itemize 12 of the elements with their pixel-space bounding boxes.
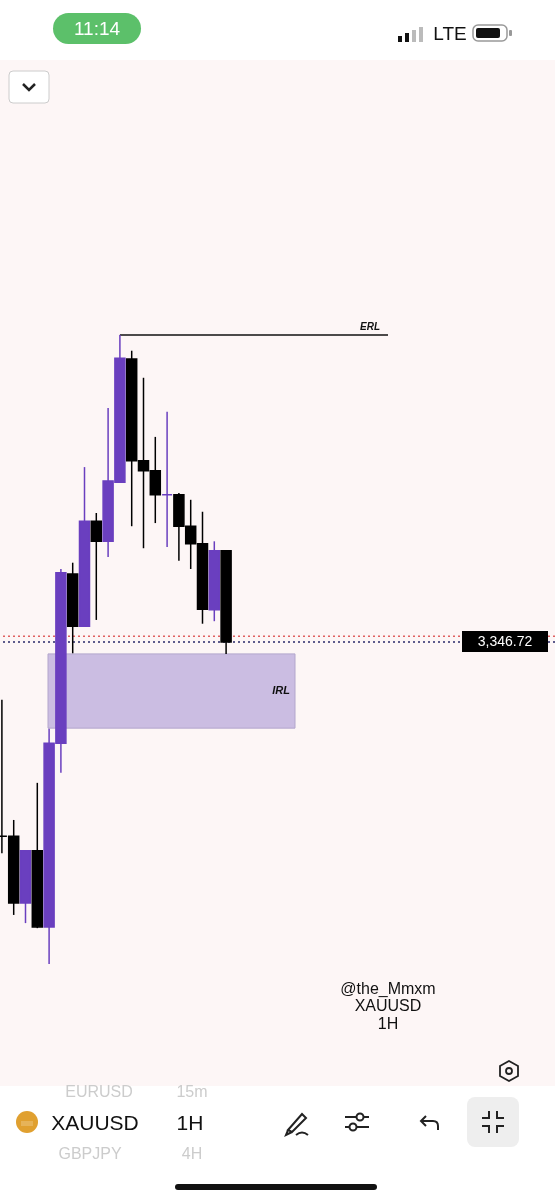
text: XAUUSD xyxy=(354,997,422,1015)
text: 3,346.72 xyxy=(477,633,533,649)
text: @the_Mmxm xyxy=(340,980,436,998)
text: LTE xyxy=(433,23,467,45)
text: XAUUSD xyxy=(51,1111,139,1135)
text: 11:14 xyxy=(73,18,121,40)
text: 1H xyxy=(377,1015,399,1033)
candlestick xyxy=(90,512,103,621)
ref-line-label: ERL xyxy=(360,321,380,332)
candlestick xyxy=(161,410,173,548)
text: 1H xyxy=(176,1111,204,1135)
band-label: IRL xyxy=(272,684,291,697)
